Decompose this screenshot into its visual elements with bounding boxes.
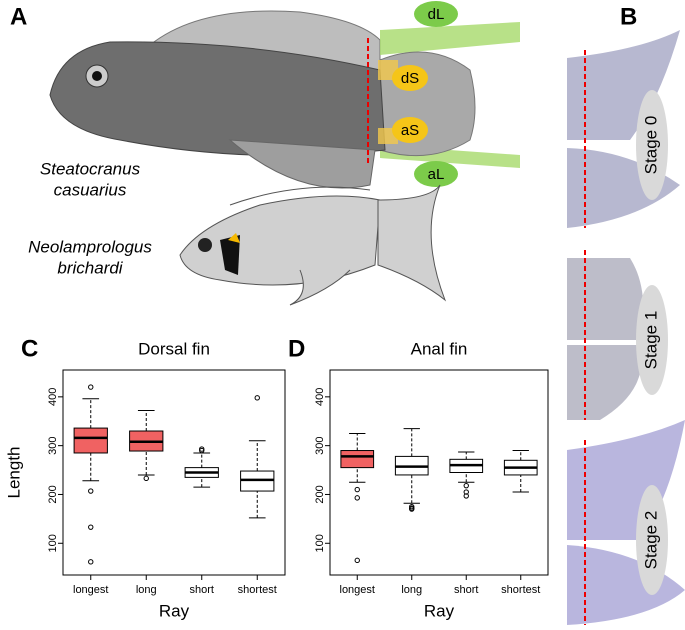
fin-ray (380, 22, 520, 55)
y-axis-label: Length (4, 447, 23, 499)
outlier (354, 557, 360, 564)
box (73, 427, 108, 454)
anal-fin (228, 139, 376, 189)
y-tick-label: 200 (314, 485, 326, 503)
outlier (143, 475, 149, 482)
x-tick-label: longest (340, 584, 375, 596)
fin-photo (567, 545, 685, 625)
fin-label: dL (428, 6, 445, 23)
box (340, 450, 375, 469)
label-bubble (392, 65, 428, 91)
outlier (354, 495, 360, 501)
x-tick-label: long (401, 584, 422, 596)
dorsal-fin (229, 186, 371, 206)
label-bubble (414, 161, 458, 187)
species-name: brichardi (57, 258, 123, 277)
stage-bubble (636, 485, 668, 595)
anal-fin (289, 269, 351, 306)
y-tick-label: 400 (314, 388, 326, 406)
outlier (254, 395, 260, 401)
eye (198, 238, 212, 252)
y-tick-label: 400 (47, 388, 59, 406)
outlier (88, 384, 94, 390)
species-name: casuarius (54, 180, 127, 199)
x-tick-label: shortest (501, 584, 540, 596)
plot-frame (62, 369, 286, 576)
fin-label: dS (401, 70, 419, 87)
stage-bubble (636, 90, 668, 200)
pupil (92, 71, 102, 81)
panel-letter: A (10, 3, 27, 30)
panel-letter: D (288, 335, 305, 362)
outlier (88, 559, 94, 565)
fish-body (49, 41, 386, 157)
x-tick-label: long (136, 584, 157, 596)
plot-frame (329, 369, 549, 576)
fin-photo (567, 345, 642, 420)
fin-photo (567, 30, 680, 140)
x-axis-label: Ray (159, 601, 190, 620)
x-axis-label: Ray (424, 601, 455, 620)
y-tick-label: 300 (47, 436, 59, 454)
x-tick-label: short (190, 584, 214, 596)
outlier (463, 482, 469, 489)
x-tick-label: longest (73, 584, 108, 596)
fin-photo (567, 148, 680, 228)
fin-label: aS (401, 122, 419, 139)
x-tick-label: shortest (238, 584, 277, 596)
outlier (88, 524, 94, 530)
panel-letter: B (620, 3, 637, 30)
spot (228, 233, 240, 243)
fin-photos: Stage 0 Stage 1 Stage 2 (567, 30, 685, 625)
x-tick-label: short (454, 584, 478, 596)
outlier (199, 446, 205, 452)
y-tick-label: 200 (47, 485, 59, 503)
stage-label: Stage 2 (641, 511, 660, 570)
label-bubble (392, 117, 428, 143)
panel-letter: C (21, 335, 38, 362)
chart-title: Dorsal fin (138, 339, 210, 358)
y-tick-label: 300 (314, 436, 326, 454)
stage-label: Stage 0 (641, 116, 660, 175)
outlier (409, 505, 415, 511)
gill-mark (220, 235, 240, 275)
y-tick-label: 100 (314, 534, 326, 552)
species-name: Steatocranus (40, 159, 141, 178)
species-name: Neolamprologus (28, 237, 152, 256)
label-bubble (414, 1, 458, 27)
stage-label: Stage 1 (641, 311, 660, 370)
outlier (88, 488, 94, 494)
outlier (463, 493, 469, 499)
y-tick-label: 100 (47, 534, 59, 552)
fin-photo (567, 258, 644, 340)
fin-label: aL (428, 166, 445, 183)
tail-fin (377, 184, 447, 302)
chart-title: Anal fin (411, 339, 468, 358)
stage-bubble (636, 285, 668, 395)
outlier (354, 486, 360, 493)
